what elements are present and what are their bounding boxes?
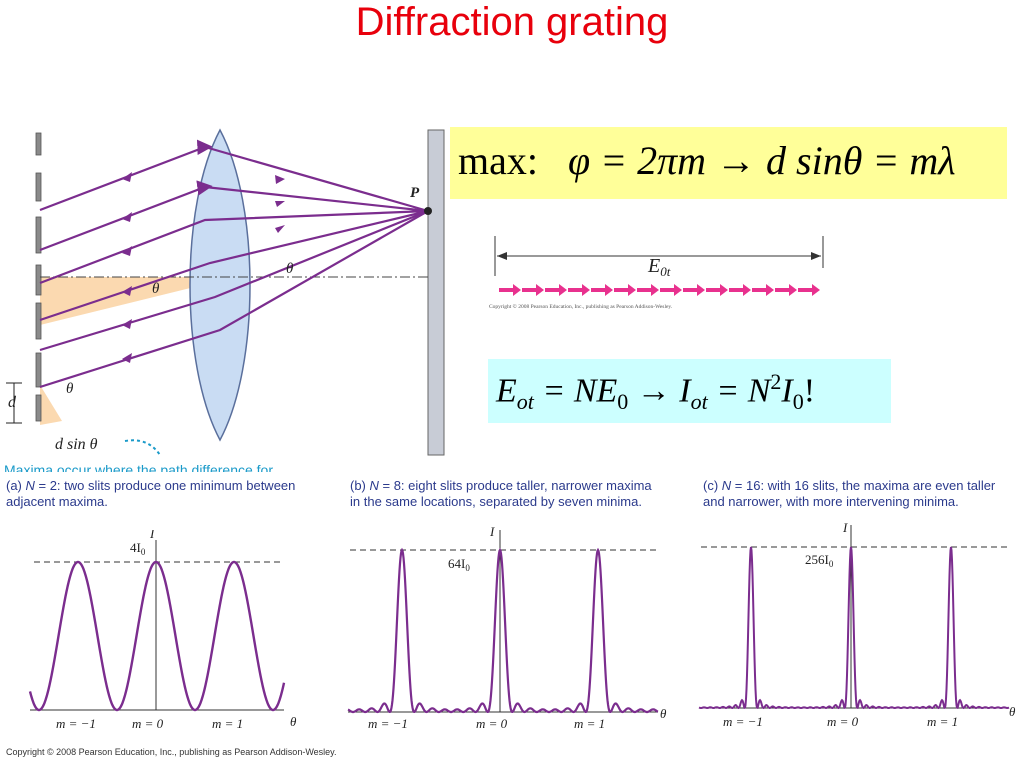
peak-label-a: 4I0 — [130, 540, 146, 557]
tick-label-c-m-1: m = −1 — [723, 714, 763, 729]
phasor-label: E0t — [647, 255, 671, 279]
tick-label-b-m-1: m = −1 — [368, 716, 408, 731]
phasor-arrow — [683, 284, 705, 296]
small-wedge — [40, 385, 62, 425]
peak-label-b: 64I0 — [448, 556, 470, 573]
panel-b-caption: (b) N = 8: eight slits produce taller, n… — [350, 478, 652, 509]
peak-label-c: 256I0 — [805, 552, 834, 569]
max-label: max: — [458, 138, 538, 183]
lens — [189, 128, 251, 442]
intensity-curve-b — [347, 547, 659, 714]
tick-label-b-m0: m = 0 — [476, 716, 508, 731]
grating-cut-caption: Maxima occur where the path difference f… — [4, 462, 284, 472]
y-axis-label-a: I — [149, 530, 155, 541]
y-axis-label-b: I — [489, 524, 495, 539]
tick-label-a-m0: m = 0 — [132, 716, 164, 731]
panel-a-caption: (a) N = 2: two slits produce one minimum… — [6, 478, 296, 509]
phasor-copyright: Copyright © 2008 Pearson Education, Inc.… — [489, 303, 673, 310]
d-label: d — [8, 394, 17, 411]
theta-label-right: θ — [286, 261, 294, 277]
grating — [35, 132, 42, 422]
intensity-curve-a — [28, 560, 286, 712]
intensity-plot-b: I 64I0 θ m = −1 m = 0 m = 1 — [347, 524, 667, 731]
intensity-plot-a: I 4I0 θ m = −1 m = 0 m = 1 — [28, 530, 297, 731]
phasor-arrow — [568, 284, 590, 296]
phasor-arrow — [522, 284, 544, 296]
x-axis-label-b: θ — [660, 706, 667, 721]
tick-label-a-m1: m = 1 — [212, 716, 243, 731]
phasor-arrow — [660, 284, 682, 296]
rays — [39, 139, 429, 389]
theta-label-mid: θ — [152, 281, 160, 297]
point-p-label: P — [410, 185, 420, 201]
max-expression: φ = 2πm → d sinθ = mλ — [567, 138, 956, 183]
max-condition-formula: max: φ = 2πm → d sinθ = mλ — [450, 127, 1007, 199]
tick-label-b-m1: m = 1 — [574, 716, 605, 731]
y-axis-label-c: I — [842, 520, 848, 535]
copyright: Copyright © 2008 Pearson Education, Inc.… — [6, 747, 337, 757]
point-p — [424, 207, 432, 215]
panel-c-caption: (c) N = 16: with 16 slits, the maxima ar… — [703, 478, 996, 509]
tick-label-c-m0: m = 0 — [827, 714, 859, 729]
phasor-arrow — [545, 284, 567, 296]
screen — [427, 129, 445, 456]
path-difference-wedge — [40, 277, 235, 325]
phasor-arrow — [752, 284, 774, 296]
phasor-arrow — [637, 284, 659, 296]
theta-label-low: θ — [66, 381, 74, 397]
tick-label-c-m1: m = 1 — [927, 714, 958, 729]
phasor-arrow — [729, 284, 751, 296]
phasor-arrow — [499, 284, 521, 296]
intensity-formula: Eot = NE0 → Iot = N2I0! — [488, 359, 891, 423]
phasor-diagram: E0t Copyright © 2008 Pearson Education, … — [489, 236, 824, 310]
phasor-arrow — [798, 284, 820, 296]
d-sin-theta-label: d sin θ — [55, 436, 98, 453]
phasor-arrow — [614, 284, 636, 296]
slide-title: Diffraction grating — [355, 0, 669, 44]
phasor-arrows — [499, 284, 820, 296]
intensity-plot-c: I 256I0 θ m = −1 m = 0 m = 1 — [698, 520, 1016, 729]
grating-lens-diagram: P θ θ θ d d sin θ — [6, 128, 445, 456]
intensity-curve-c — [698, 546, 1010, 710]
tick-label-a-m-1: m = −1 — [56, 716, 96, 731]
phasor-arrow — [775, 284, 797, 296]
x-axis-label-c: θ — [1009, 704, 1016, 719]
x-axis-label-a: θ — [290, 714, 297, 729]
phasor-arrow — [706, 284, 728, 296]
phasor-arrow — [591, 284, 613, 296]
